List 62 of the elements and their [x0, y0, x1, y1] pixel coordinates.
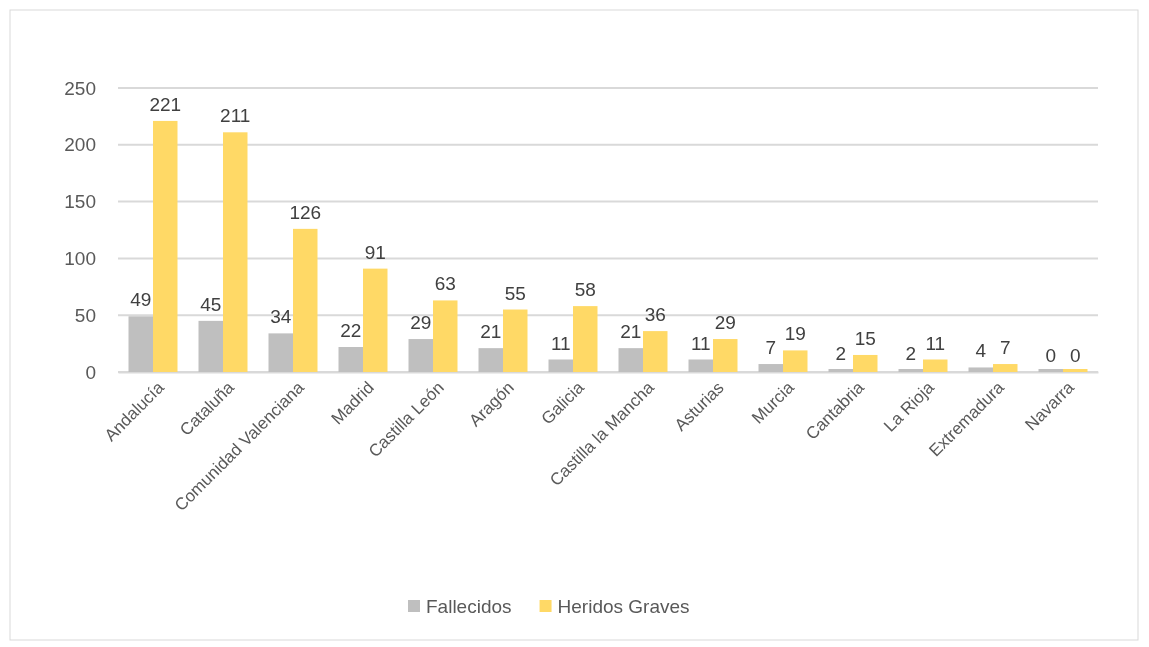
data-label: 55	[504, 282, 526, 304]
bar	[828, 369, 853, 372]
data-label: 4	[975, 340, 987, 362]
data-label: 15	[854, 327, 876, 349]
bar	[478, 348, 503, 372]
bar	[618, 348, 643, 372]
data-label: 19	[784, 323, 806, 345]
bar	[433, 300, 458, 372]
y-tick-label: 150	[64, 191, 96, 213]
data-label: 11	[550, 332, 571, 354]
data-label: 211	[220, 105, 251, 127]
bar	[293, 228, 318, 372]
data-label: 221	[149, 93, 182, 115]
y-tick-label: 50	[74, 304, 96, 326]
bar	[128, 316, 153, 372]
data-label: 58	[574, 279, 596, 301]
bar	[688, 359, 713, 372]
data-label: 0	[1069, 345, 1081, 366]
data-label: 2	[905, 342, 917, 364]
data-label: 29	[714, 312, 736, 334]
data-label: 11	[690, 332, 711, 354]
bar	[853, 354, 878, 372]
data-label: 7	[765, 337, 777, 359]
data-label: 21	[480, 321, 502, 343]
legend-label: Heridos Graves	[557, 596, 690, 617]
bar	[573, 306, 598, 372]
data-label: 34	[270, 306, 292, 328]
bar	[338, 347, 363, 372]
data-label: 45	[200, 293, 222, 315]
data-label: 49	[130, 289, 152, 311]
bar	[713, 339, 738, 372]
bar	[408, 339, 433, 372]
data-label: 36	[644, 304, 666, 326]
bar	[548, 359, 573, 372]
data-label: 22	[340, 320, 362, 342]
bar	[993, 364, 1018, 372]
legend-label: Fallecidos	[426, 596, 512, 617]
y-tick-label: 100	[64, 247, 96, 269]
bar	[363, 268, 388, 372]
bar	[198, 320, 223, 372]
bar	[968, 367, 993, 372]
data-label: 126	[289, 201, 322, 223]
bar	[153, 120, 178, 372]
data-label: 63	[434, 273, 456, 295]
bar	[223, 132, 248, 372]
bar	[898, 369, 923, 372]
data-label: 21	[620, 321, 642, 343]
bar	[643, 331, 668, 372]
y-tick-label: 250	[64, 77, 96, 99]
bar	[268, 333, 293, 372]
bar	[923, 359, 948, 372]
bar	[783, 350, 808, 372]
bar	[503, 309, 528, 372]
data-label: 91	[364, 241, 386, 263]
data-label: 7	[999, 337, 1011, 359]
data-label: 11	[925, 332, 946, 354]
data-label: 0	[1045, 345, 1057, 366]
y-tick-label: 200	[64, 134, 96, 156]
y-tick-label: 0	[85, 361, 96, 383]
data-label: 29	[410, 312, 432, 334]
bar	[758, 364, 783, 372]
data-label: 2	[835, 342, 847, 364]
